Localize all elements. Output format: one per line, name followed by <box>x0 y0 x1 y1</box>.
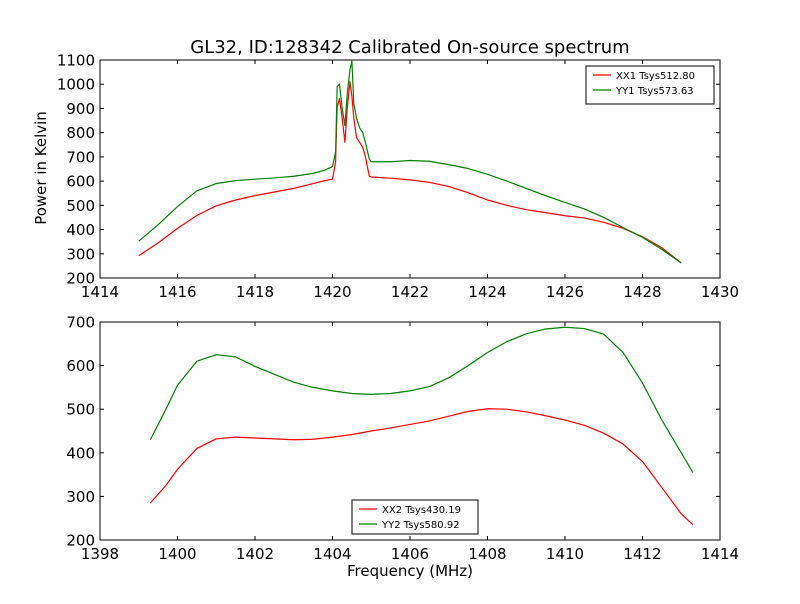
x-tick-label: 1418 <box>236 283 274 301</box>
x-tick-label: 1420 <box>313 283 351 301</box>
x-tick-label: 1414 <box>81 283 119 301</box>
x-tick-label: 1404 <box>313 545 351 563</box>
series-line-2-2 <box>149 326 694 473</box>
y-tick-label: 400 <box>66 444 95 462</box>
y-tick-label: 600 <box>66 357 95 375</box>
y-tick-label: 700 <box>66 148 95 166</box>
x-tick-label: 1406 <box>391 545 429 563</box>
y-tick-label: 400 <box>66 221 95 239</box>
y-tick-label: 300 <box>66 488 95 506</box>
x-tick-label: 1430 <box>701 283 739 301</box>
y-tick-label: 1000 <box>57 76 95 94</box>
x-tick-label: 1426 <box>546 283 584 301</box>
series-line-1-2 <box>138 60 682 264</box>
legend: XX2 Tsys430.19 YY2 Tsys580.92 <box>351 499 479 535</box>
legend-label: XX2 Tsys430.19 <box>382 505 461 516</box>
legend: XX1 Tsys512.80 YY1 Tsys573.63 <box>585 65 715 105</box>
x-tick-label: 1416 <box>158 283 196 301</box>
y-axis-label: Power in Kelvin <box>32 111 50 225</box>
x-tick-label: 1414 <box>701 545 739 563</box>
x-tick-label: 1412 <box>623 545 661 563</box>
y-tick-label: 900 <box>66 100 95 118</box>
x-tick-label: 1428 <box>623 283 661 301</box>
x-tick-label: 1424 <box>468 283 506 301</box>
x-tick-label: 1422 <box>391 283 429 301</box>
x-axis-label: Frequency (MHz) <box>347 562 473 580</box>
legend-box <box>585 65 715 105</box>
top-panel: 1414 1416 1418 1420 1422 1424 1426 1428 1430 200 3… <box>57 52 739 302</box>
legend-label: YY1 Tsys573.63 <box>615 86 694 97</box>
y-tick-label: 500 <box>66 197 95 215</box>
x-tick-label: 1398 <box>81 545 119 563</box>
series-line-2-1 <box>149 408 694 526</box>
x-tick-label: 1400 <box>158 545 196 563</box>
y-tick-label: 200 <box>66 532 95 550</box>
x-tick-label: 1402 <box>236 545 274 563</box>
y-tick-label: 800 <box>66 124 95 142</box>
y-tick-label: 500 <box>66 401 95 419</box>
legend-box <box>351 499 479 535</box>
x-tick-label: 1410 <box>546 545 584 563</box>
bottom-panel: 1398 1400 1402 1404 1406 1408 1410 1412 1414 200 3… <box>66 314 739 564</box>
x-tick-label: 1408 <box>468 545 506 563</box>
series-line-1-1 <box>138 81 682 264</box>
y-tick-label: 200 <box>66 270 95 288</box>
y-tick-label: 300 <box>66 245 95 263</box>
y-tick-label: 1100 <box>57 52 95 70</box>
legend-label: YY2 Tsys580.92 <box>381 520 460 531</box>
y-tick-label: 600 <box>66 173 95 191</box>
chart-title: GL32, ID:128342 Calibrated On-source spe… <box>190 37 629 58</box>
legend-label: XX1 Tsys512.80 <box>616 71 695 82</box>
y-tick-label: 700 <box>66 314 95 332</box>
